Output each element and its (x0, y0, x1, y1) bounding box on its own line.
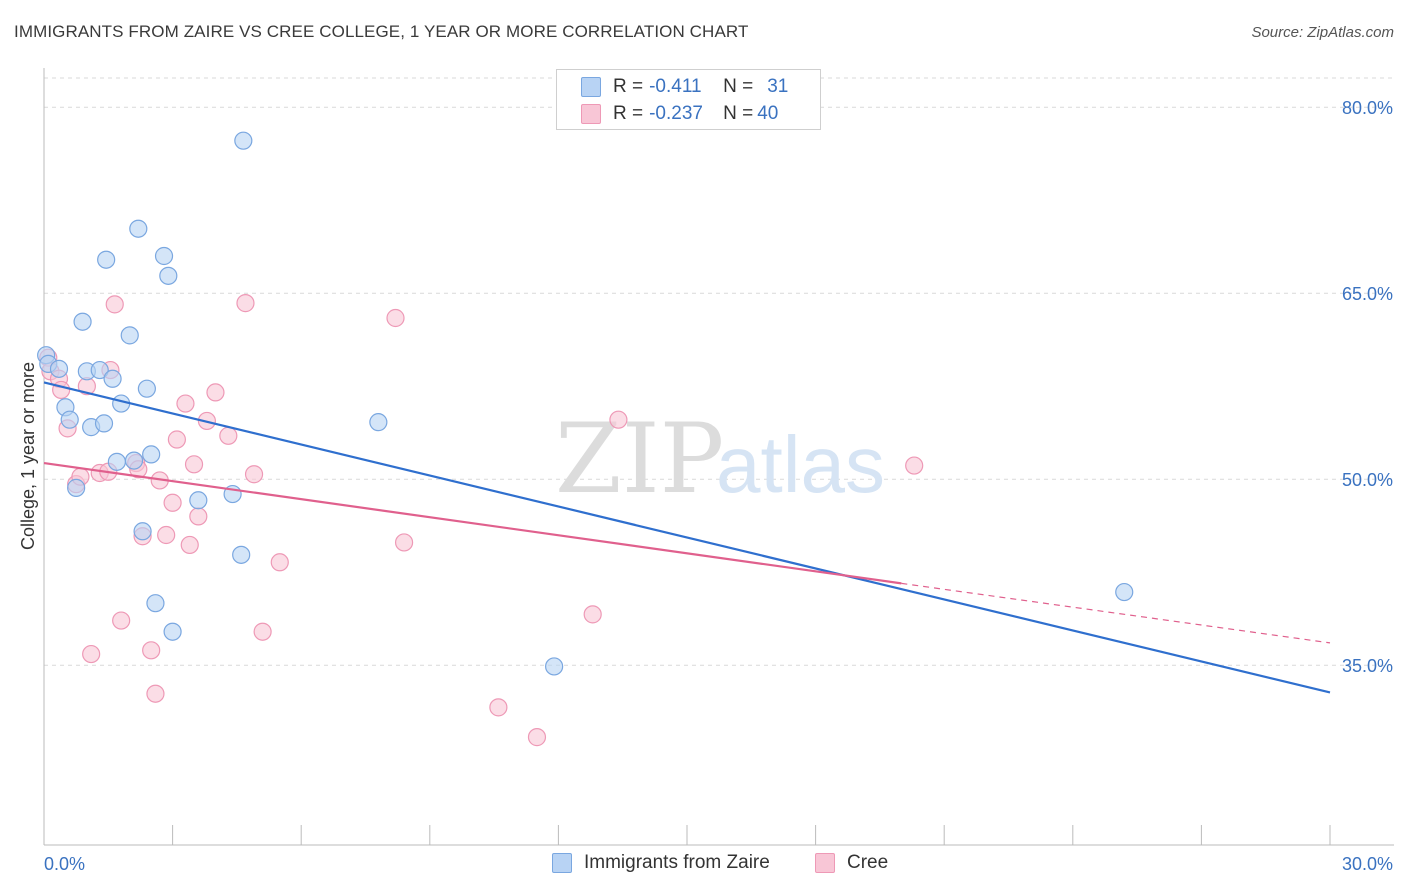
zaire-point (60, 410, 79, 429)
zaire-point (369, 413, 388, 432)
zaire-point (107, 452, 126, 471)
cree-point (146, 684, 165, 703)
trend-lines (43, 381, 1331, 694)
legend-item-zaire[interactable]: Immigrants from Zaire (552, 852, 770, 874)
y-axis-title: College, 1 year or more (18, 362, 38, 550)
watermark-zip: ZIP (555, 403, 724, 515)
cree-point (386, 308, 405, 328)
n-label: N = (723, 103, 754, 124)
zaire-point (146, 594, 165, 613)
series-cree-points (39, 294, 924, 747)
x-tick-label: 30.0% (1342, 854, 1393, 874)
cree-point (253, 622, 272, 641)
zaire-point (234, 131, 253, 150)
cree-point (244, 465, 264, 484)
zaire-point (90, 360, 109, 380)
chart-title: IMMIGRANTS FROM ZAIRE VS CREE COLLEGE, 1… (14, 22, 749, 41)
watermark-atlas: atlas (716, 420, 885, 509)
zaire-point (129, 219, 148, 238)
y-tick-label: 50.0% (1342, 470, 1393, 490)
x-tick-label: 0.0% (44, 854, 85, 874)
cree-point (394, 533, 414, 552)
cree-point (112, 611, 131, 630)
cree-point (236, 294, 255, 313)
cree-point (905, 456, 924, 475)
zaire-trend-line (43, 381, 1331, 694)
n-value: 31 (767, 76, 789, 97)
tick-labels: 35.0% 50.0% 65.0% 80.0% 0.0% 30.0% (44, 98, 1393, 874)
cree-point (189, 507, 208, 526)
zaire-point (189, 491, 208, 510)
zaire-point (142, 445, 161, 464)
stats-row-zaire: R = -0.411 N = 31 (581, 74, 788, 100)
cree-point (176, 394, 195, 413)
cree-point (489, 698, 508, 717)
legend-item-cree[interactable]: Cree (815, 852, 888, 874)
zaire-point (137, 379, 156, 398)
zaire-point (159, 266, 178, 285)
source-label: Source: ZipAtlas.com (1251, 24, 1394, 41)
cree-trend-line (43, 461, 902, 585)
axes (43, 68, 1394, 846)
zaire-point (124, 451, 144, 470)
zaire-point (49, 359, 69, 378)
r-value: -0.237 (649, 103, 703, 124)
cree-point (167, 430, 186, 449)
cree-point (184, 455, 204, 474)
zaire-point (133, 522, 152, 541)
zaire-point (97, 250, 116, 269)
r-label: R = (613, 76, 644, 97)
zaire-point (94, 414, 114, 433)
cree-point (163, 493, 182, 512)
cree-point (527, 728, 547, 747)
cree-point (52, 380, 71, 400)
stats-legend: R = -0.411 N = 31 R = -0.237 N = 40 (556, 69, 821, 130)
zaire-point (1115, 582, 1134, 602)
n-value: 40 (757, 103, 779, 124)
cree-point (219, 426, 238, 445)
zaire-point (545, 657, 564, 676)
cree-point (82, 644, 101, 664)
zaire-point (103, 369, 122, 388)
zaire-swatch (552, 853, 572, 873)
legend-label-cree: Cree (847, 852, 889, 873)
grid-lines (44, 77, 1394, 666)
series-legend: Immigrants from Zaire Cree (0, 852, 1406, 878)
cree-point (270, 553, 289, 572)
legend-label-zaire: Immigrants from Zaire (584, 852, 770, 873)
cree-point (105, 295, 124, 314)
y-tick-label: 65.0% (1342, 284, 1393, 304)
cree-point (157, 525, 176, 545)
cree-point (583, 605, 602, 624)
zaire-point (163, 622, 182, 641)
cree-swatch (815, 853, 835, 873)
r-value: -0.411 (649, 76, 702, 97)
zaire-point (67, 478, 86, 497)
zaire-point (232, 545, 251, 564)
cree-point (206, 383, 225, 402)
cree-point (142, 641, 161, 660)
zaire-point (154, 246, 174, 266)
r-label: R = (613, 103, 644, 124)
cree-swatch (581, 104, 601, 124)
zaire-point (120, 326, 139, 345)
watermark: ZIP atlas (555, 403, 885, 515)
y-tick-label: 80.0% (1342, 98, 1393, 118)
cree-point (180, 535, 199, 555)
zaire-point (73, 312, 92, 331)
y-tick-label: 35.0% (1342, 656, 1393, 676)
n-label: N = (723, 76, 754, 97)
cree-point (609, 410, 628, 429)
zaire-swatch (581, 77, 601, 97)
stats-row-cree: R = -0.237 N = 40 (581, 101, 778, 127)
